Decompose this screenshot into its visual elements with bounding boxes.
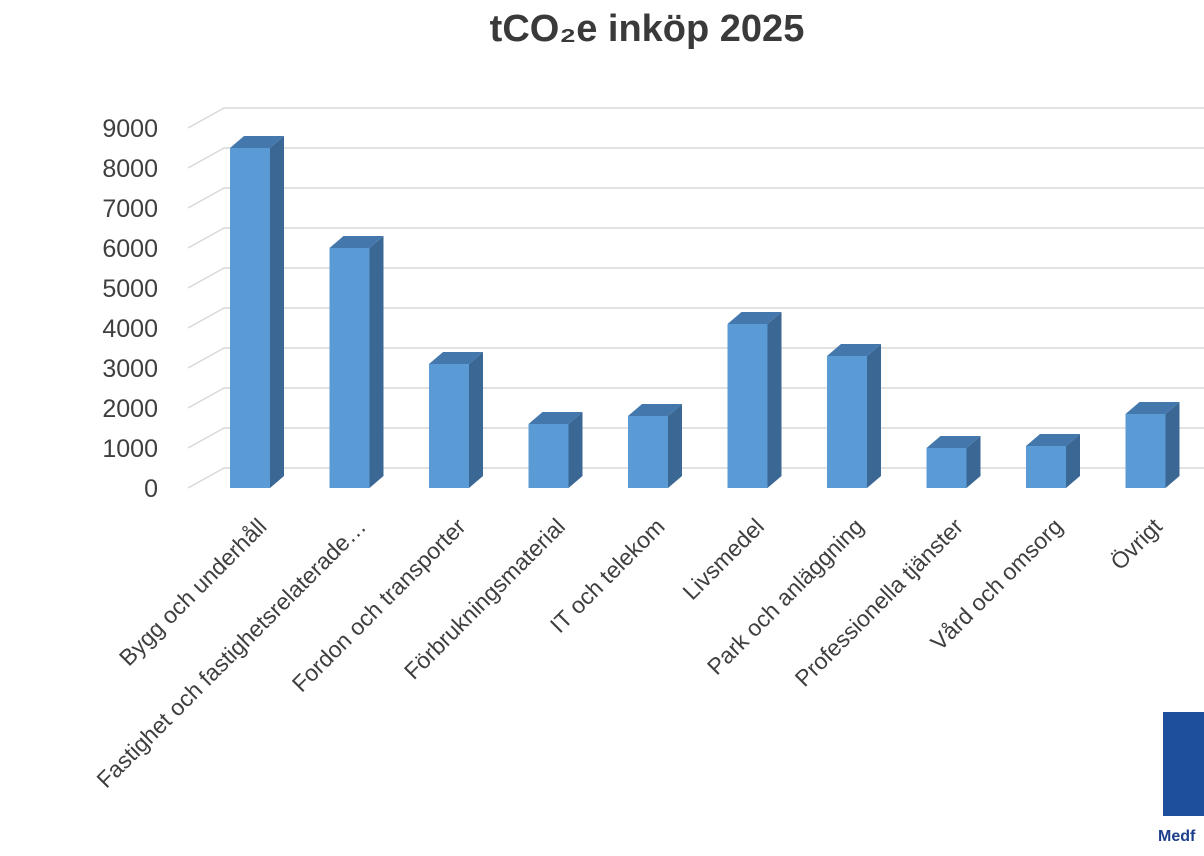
bar-front [628, 416, 668, 488]
y-tick-label: 5000 [102, 275, 158, 303]
bar-top [827, 344, 881, 356]
category-label: Livsmedel [677, 513, 769, 605]
bar-front [429, 364, 469, 488]
bar-front [827, 356, 867, 488]
gridline [187, 307, 1204, 329]
bar-front [528, 424, 569, 488]
bar-front [1026, 446, 1066, 488]
category-label: Övrigt [1105, 513, 1167, 575]
y-tick-label: 4000 [102, 315, 158, 343]
bar-side [270, 136, 284, 488]
y-tick-label: 1000 [102, 435, 158, 463]
bar [329, 236, 384, 488]
bar-side [469, 352, 483, 488]
bar-top [230, 136, 284, 148]
bar-top [628, 404, 682, 416]
bar-side [568, 412, 583, 488]
gridline [187, 147, 1204, 169]
bar-top [926, 436, 981, 448]
bar [429, 352, 483, 488]
y-tick-label: 0 [144, 475, 158, 503]
bar [727, 312, 782, 488]
bar-front [926, 448, 967, 488]
bar [628, 404, 682, 488]
y-tick-label: 9000 [102, 115, 158, 143]
bar-side [369, 236, 384, 488]
bar-side [668, 404, 682, 488]
bar [827, 344, 881, 488]
gridline [187, 227, 1204, 249]
category-label: Professionella tjänster [790, 513, 969, 692]
category-label: Fordon och transporter [287, 513, 471, 697]
bar-side [1165, 402, 1180, 488]
y-tick-label: 8000 [102, 155, 158, 183]
y-tick-label: 2000 [102, 395, 158, 423]
bar [1026, 434, 1080, 488]
bar-front [230, 148, 270, 488]
bar-top [1125, 402, 1180, 414]
gridline [187, 107, 1204, 129]
bar [926, 436, 981, 488]
logo-mark [1163, 712, 1204, 816]
bar [230, 136, 284, 488]
bar-side [767, 312, 782, 488]
bar-side [867, 344, 881, 488]
bar-front [329, 248, 370, 488]
chart-title: tCO₂e inköp 2025 [489, 8, 805, 50]
bar [1125, 402, 1180, 488]
bar-front [1125, 414, 1166, 488]
category-label: Förbrukningsmaterial [399, 513, 570, 684]
gridline [187, 187, 1204, 209]
bar-top [429, 352, 483, 364]
bar-side [1066, 434, 1080, 488]
bar-side [966, 436, 981, 488]
bar-top [727, 312, 782, 324]
y-tick-label: 7000 [102, 195, 158, 223]
bar-top [329, 236, 384, 248]
gridline [187, 267, 1204, 289]
bar [528, 412, 583, 488]
y-tick-label: 3000 [102, 355, 158, 383]
bar-front [727, 324, 768, 488]
logo-text: Medf [1158, 828, 1196, 845]
y-tick-label: 6000 [102, 235, 158, 263]
bar-top [528, 412, 583, 424]
bar-top [1026, 434, 1080, 446]
